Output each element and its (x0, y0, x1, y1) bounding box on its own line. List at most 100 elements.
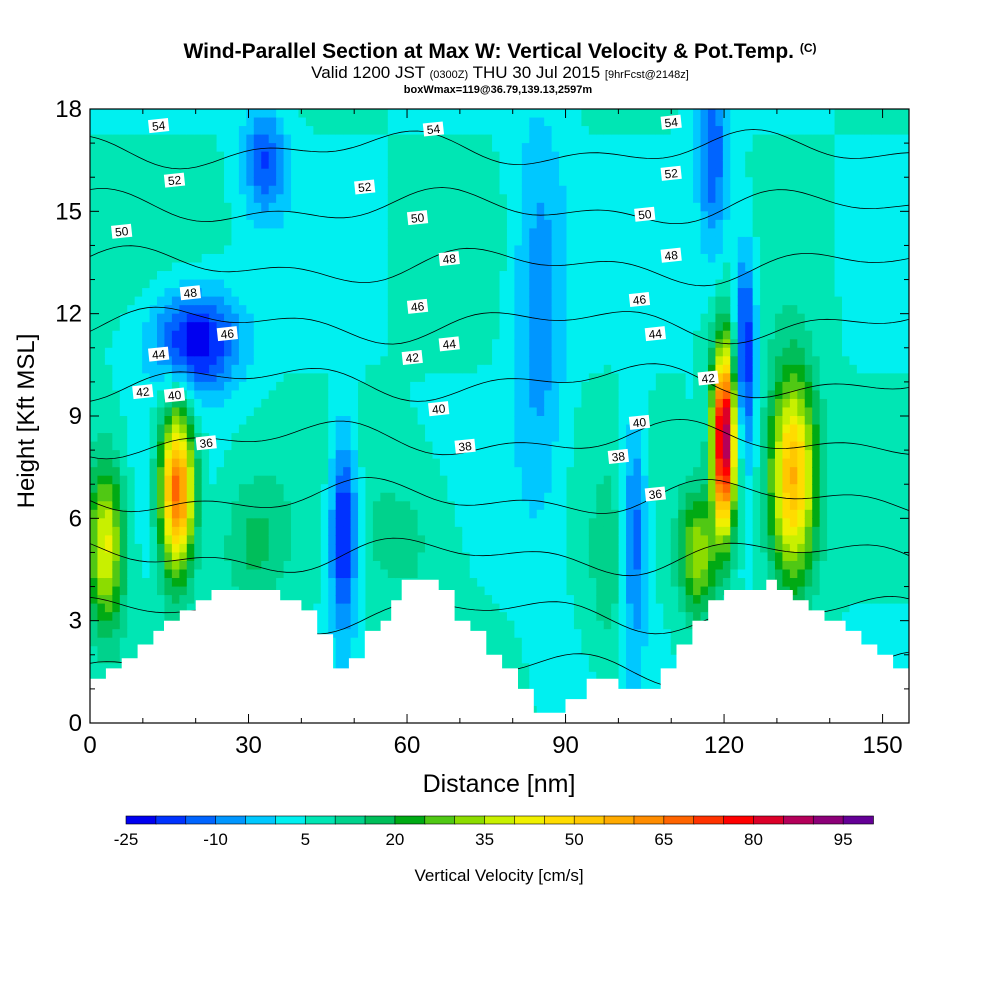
velocity-cell (365, 313, 374, 323)
velocity-cell (283, 535, 292, 545)
velocity-cell (90, 603, 99, 613)
velocity-cell (380, 253, 389, 264)
velocity-cell (350, 398, 359, 409)
velocity-cell (216, 219, 225, 229)
velocity-cell (186, 211, 195, 221)
velocity-cell (506, 109, 515, 119)
velocity-cell (112, 279, 121, 289)
velocity-cell (380, 381, 389, 392)
velocity-cell (104, 535, 113, 545)
velocity-cell (104, 168, 113, 178)
velocity-cell (90, 433, 99, 443)
velocity-cell (97, 492, 106, 502)
velocity-cell (372, 143, 381, 153)
velocity-cell (246, 501, 255, 511)
velocity-cell (566, 236, 575, 247)
velocity-cell (97, 646, 106, 656)
velocity-cell (551, 202, 560, 212)
velocity-cell (97, 236, 106, 247)
velocity-cell (268, 288, 277, 298)
velocity-cell (335, 228, 344, 238)
velocity-cell (112, 552, 121, 562)
velocity-cell (365, 236, 374, 247)
velocity-cell (410, 313, 419, 323)
velocity-cell (536, 475, 545, 485)
velocity-cell (164, 160, 173, 170)
velocity-cell (127, 390, 136, 400)
velocity-cell (387, 390, 396, 400)
velocity-cell (596, 578, 605, 588)
velocity-cell (387, 219, 396, 229)
velocity-cell (104, 390, 113, 400)
velocity-cell (283, 202, 292, 212)
velocity-cell (179, 117, 188, 127)
velocity-cell (320, 211, 329, 221)
velocity-cell (469, 160, 478, 170)
velocity-cell (283, 177, 292, 187)
velocity-cell (238, 424, 247, 434)
velocity-cell (201, 117, 210, 127)
velocity-cell (305, 313, 314, 323)
velocity-cell (112, 330, 121, 340)
velocity-cell (387, 245, 396, 255)
velocity-cell (104, 271, 113, 281)
velocity-cell (134, 484, 143, 494)
velocity-cell (358, 398, 367, 409)
velocity-cell (521, 339, 530, 349)
velocity-cell (544, 450, 553, 460)
velocity-cell (186, 492, 195, 502)
velocity-cell (268, 219, 277, 229)
velocity-cell (462, 578, 471, 588)
velocity-cell (201, 356, 210, 366)
velocity-cell (90, 663, 99, 673)
velocity-cell (499, 288, 508, 298)
velocity-cell (410, 339, 419, 349)
velocity-cell (127, 475, 136, 485)
velocity-cell (581, 680, 590, 690)
velocity-cell (492, 236, 501, 247)
velocity-cell (194, 134, 203, 144)
velocity-cell (276, 194, 285, 204)
velocity-cell (157, 245, 166, 255)
velocity-cell (588, 288, 597, 298)
velocity-cell (492, 569, 501, 579)
velocity-cell (134, 407, 143, 417)
velocity-cell (104, 407, 113, 417)
velocity-cell (514, 612, 523, 622)
velocity-cell (186, 330, 195, 340)
velocity-cell (343, 484, 352, 494)
velocity-cell (335, 347, 344, 357)
velocity-cell (529, 484, 538, 494)
velocity-cell (149, 160, 158, 170)
velocity-cell (119, 177, 128, 187)
velocity-cell (410, 492, 419, 502)
velocity-cell (224, 322, 233, 332)
velocity-cell (164, 407, 173, 417)
velocity-cell (224, 569, 233, 579)
velocity-cell (410, 433, 419, 443)
velocity-cell (134, 322, 143, 332)
velocity-cell (551, 697, 560, 707)
velocity-cell (559, 313, 568, 323)
velocity-cell (395, 262, 404, 272)
velocity-cell (134, 603, 143, 613)
velocity-cell (164, 398, 173, 409)
velocity-cell (372, 288, 381, 298)
velocity-cell (544, 228, 553, 238)
velocity-cell (544, 202, 553, 212)
velocity-cell (573, 279, 582, 289)
velocity-cell (514, 219, 523, 229)
velocity-cell (477, 364, 486, 374)
velocity-cell (559, 339, 568, 349)
velocity-cell (320, 450, 329, 460)
velocity-cell (447, 578, 456, 588)
velocity-cell (216, 262, 225, 272)
velocity-cell (97, 347, 106, 357)
velocity-cell (231, 381, 240, 392)
velocity-cell (551, 586, 560, 596)
velocity-cell (142, 194, 151, 204)
velocity-cell (231, 168, 240, 178)
velocity-cell (581, 262, 590, 272)
velocity-cell (432, 484, 441, 494)
velocity-cell (238, 560, 247, 571)
